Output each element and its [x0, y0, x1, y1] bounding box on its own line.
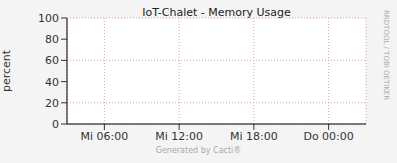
- svg-text:60: 60: [45, 54, 59, 67]
- svg-text:80: 80: [45, 33, 59, 46]
- html-text:RRDTOOL / TOBI OETIKER: RRDTOOL / TOBI OETIKER: [382, 10, 390, 101]
- svg-text:100: 100: [38, 12, 59, 25]
- svg-text:Mi 06:00: Mi 06:00: [81, 130, 129, 143]
- svg-text:Do 00:00: Do 00:00: [303, 130, 353, 143]
- svg-text:40: 40: [45, 76, 59, 89]
- svg-text:20: 20: [45, 97, 59, 110]
- html-text:Generated by Cacti®: Generated by Cacti®: [155, 146, 242, 155]
- svg-text:Mi 12:00: Mi 12:00: [155, 130, 203, 143]
- svg-text:percent: percent: [8, 49, 13, 92]
- html-text:IoT-Chalet - Memory Usage: IoT-Chalet - Memory Usage: [142, 6, 291, 19]
- svg-text:Mi 18:00: Mi 18:00: [230, 130, 278, 143]
- svg-text:0: 0: [52, 118, 59, 131]
